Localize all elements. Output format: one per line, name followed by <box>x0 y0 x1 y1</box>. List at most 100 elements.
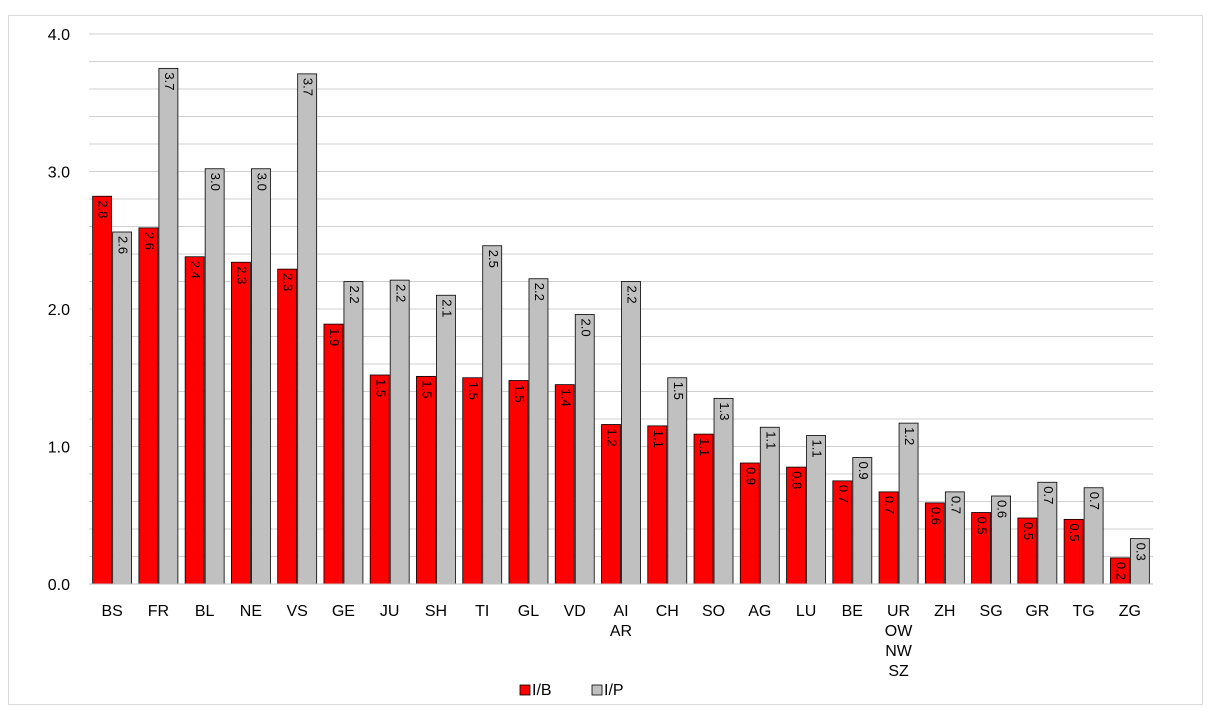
data-label: 0.7 <box>1041 486 1056 504</box>
legend-swatch-ib <box>519 684 531 696</box>
category-label: NE <box>240 603 262 620</box>
bar-ip <box>251 168 271 585</box>
bar-ip <box>898 422 919 585</box>
data-label: 1.3 <box>717 402 732 420</box>
bar-ib <box>462 377 483 585</box>
bar-ip <box>667 377 688 585</box>
category-label: GE <box>332 603 355 620</box>
bar-ib <box>231 261 251 585</box>
bar-ip <box>482 245 503 585</box>
data-label: 0.3 <box>1133 543 1148 561</box>
data-label: 1.1 <box>697 438 712 456</box>
category-label: SZ <box>888 663 909 680</box>
data-label: 2.3 <box>234 266 249 284</box>
category-label: AG <box>748 603 771 620</box>
bar-ip <box>621 281 641 585</box>
data-label: 1.2 <box>902 427 917 445</box>
y-tick-label: 4.0 <box>48 27 70 44</box>
bar-ib <box>416 375 436 585</box>
legend-label: I/P <box>604 682 624 699</box>
data-label: 0.7 <box>1087 492 1102 510</box>
category-label: BS <box>101 603 122 620</box>
bar-ib <box>323 323 344 585</box>
bar-ip <box>389 279 410 585</box>
bar-ib <box>184 256 205 585</box>
category-label: NW <box>885 643 913 660</box>
bar-ib <box>554 384 575 585</box>
category-label: SG <box>980 603 1003 620</box>
bar-ib <box>693 433 714 585</box>
data-label: 2.0 <box>578 319 593 337</box>
bar-ib <box>508 380 529 585</box>
category-label: GL <box>518 603 539 620</box>
bar-ib <box>92 195 113 585</box>
y-tick-label: 3.0 <box>48 165 70 182</box>
bar-ip <box>297 73 318 585</box>
data-label: 1.5 <box>373 379 388 397</box>
bar-ip <box>204 168 225 585</box>
data-label: 1.4 <box>558 389 573 407</box>
data-label: 0.7 <box>836 485 851 503</box>
category-label: SO <box>702 603 725 620</box>
data-label: 1.1 <box>763 431 778 449</box>
bar-ip <box>574 314 595 585</box>
data-label: 2.2 <box>393 284 408 302</box>
data-label: 0.8 <box>790 471 805 489</box>
legend-label: I/B <box>532 682 552 699</box>
category-label: ZH <box>934 603 955 620</box>
data-label: 3.0 <box>208 173 223 191</box>
data-label: 1.5 <box>420 380 435 398</box>
category-label: AR <box>610 623 632 640</box>
category-label: TG <box>1072 603 1094 620</box>
category-label: AI <box>613 603 628 620</box>
data-label: 1.2 <box>605 429 620 447</box>
category-label: TI <box>475 603 489 620</box>
data-label: 2.5 <box>486 250 501 268</box>
category-label: JU <box>380 603 400 620</box>
data-label: 2.3 <box>281 273 296 291</box>
bar-ib <box>647 425 668 585</box>
data-label: 2.8 <box>96 200 111 218</box>
data-label: 2.4 <box>188 261 203 279</box>
data-label: 1.1 <box>651 430 666 448</box>
bar-ip <box>158 67 179 585</box>
bar-ip <box>112 231 133 585</box>
data-label: 2.1 <box>440 299 455 317</box>
category-label: BL <box>195 603 215 620</box>
data-label: 0.5 <box>975 517 990 535</box>
data-label: 1.5 <box>466 382 481 400</box>
category-label: LU <box>796 603 816 620</box>
data-label: 0.6 <box>995 500 1010 518</box>
bar-ip <box>806 435 826 585</box>
bar-ip <box>713 397 734 585</box>
category-label: GR <box>1025 603 1049 620</box>
bar-ip <box>343 281 364 585</box>
bar-ip <box>528 278 549 585</box>
data-label: 2.6 <box>142 232 157 250</box>
legend-swatch-ip <box>591 684 603 696</box>
data-label: 2.6 <box>116 236 131 254</box>
y-tick-label: 0.0 <box>48 577 70 594</box>
category-label: FR <box>148 603 169 620</box>
data-label: 0.9 <box>743 467 758 485</box>
data-label: 1.5 <box>512 385 527 403</box>
data-label: 0.5 <box>1021 522 1036 540</box>
y-tick-label: 2.0 <box>48 302 70 319</box>
data-label: 0.7 <box>882 496 897 514</box>
data-label: 1.5 <box>671 382 686 400</box>
data-label: 0.6 <box>928 507 943 525</box>
bar-ip <box>759 426 780 585</box>
data-label: 2.2 <box>625 286 640 304</box>
data-label: 3.7 <box>301 78 316 96</box>
category-label: OW <box>885 623 913 640</box>
category-label: SH <box>425 603 447 620</box>
bar-ib <box>369 374 390 585</box>
data-label: 2.2 <box>347 286 362 304</box>
category-label: VD <box>564 603 586 620</box>
data-label: 0.2 <box>1113 562 1128 580</box>
data-label: 2.2 <box>532 283 547 301</box>
data-label: 3.0 <box>254 173 269 191</box>
category-label: BE <box>842 603 863 620</box>
category-label: UR <box>887 603 910 620</box>
